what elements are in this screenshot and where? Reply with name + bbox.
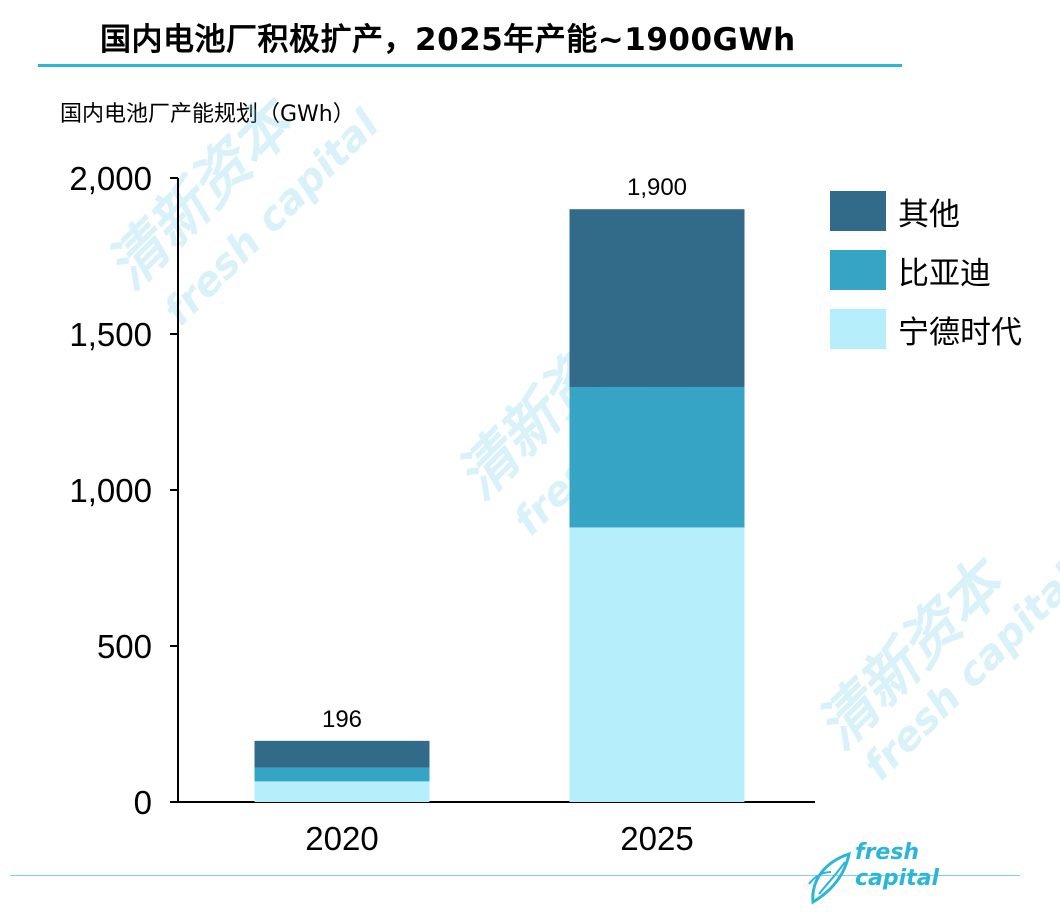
legend-item-byd: 比亚迪 bbox=[830, 249, 1022, 292]
x-tick-label: 2020 bbox=[305, 820, 378, 857]
bar-segment bbox=[569, 387, 745, 528]
legend-swatch-other bbox=[830, 191, 886, 231]
legend-swatch-catl bbox=[830, 309, 886, 349]
logo-line-1: fresh bbox=[855, 840, 920, 865]
y-tick-label: 1,000 bbox=[69, 472, 152, 509]
bar-total-label: 1,900 bbox=[627, 174, 687, 201]
bar-segment bbox=[254, 767, 430, 782]
bar-segment bbox=[569, 209, 745, 388]
legend-label-catl: 宁德时代 bbox=[898, 314, 1022, 351]
y-tick-label: 2,000 bbox=[69, 160, 152, 197]
leaf-logo-icon bbox=[808, 851, 851, 905]
legend-swatch-byd bbox=[830, 250, 886, 290]
legend-item-catl: 宁德时代 bbox=[830, 308, 1022, 351]
y-tick-label: 500 bbox=[97, 628, 152, 665]
x-tick-label: 2025 bbox=[620, 820, 693, 857]
y-tick-label: 0 bbox=[134, 784, 152, 821]
bar-segment bbox=[254, 781, 430, 802]
title-underline bbox=[38, 64, 902, 67]
legend-item-other: 其他 bbox=[830, 190, 1022, 233]
bar-segment bbox=[254, 740, 430, 768]
y-tick-label: 1,500 bbox=[69, 316, 152, 353]
chart-legend: 其他 比亚迪 宁德时代 bbox=[830, 190, 1022, 367]
logo-text: fresh capital bbox=[855, 840, 939, 892]
bar-total-label: 196 bbox=[322, 706, 362, 733]
logo-line-2: capital bbox=[855, 866, 940, 891]
legend-label-byd: 比亚迪 bbox=[898, 255, 991, 292]
page-title: 国内电池厂积极扩产，2025年产能~1900GWh bbox=[100, 22, 796, 58]
footer-rule bbox=[10, 875, 1020, 876]
bar-segment bbox=[569, 527, 745, 802]
legend-label-other: 其他 bbox=[898, 196, 960, 233]
fresh-capital-logo: fresh capital bbox=[805, 840, 965, 910]
y-axis-unit-label: 国内电池厂产能规划（GWh） bbox=[60, 102, 355, 127]
